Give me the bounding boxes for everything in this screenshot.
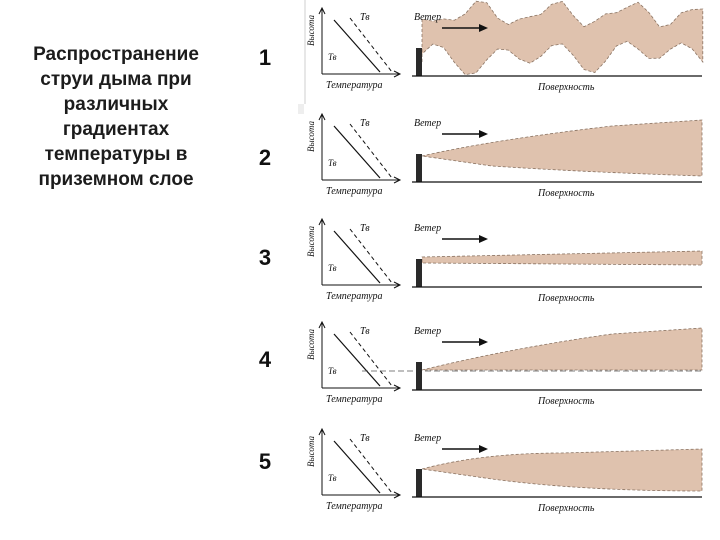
adiabatic-line <box>349 17 393 73</box>
wind-arrowhead <box>479 338 488 346</box>
panel-number-1: 1 <box>258 45 272 70</box>
chimney <box>416 469 422 497</box>
adiabatic-line <box>349 331 393 387</box>
panel-1: Тв Тв Высота Температура Ветер Поверхность <box>306 0 704 93</box>
chimney <box>416 362 422 390</box>
ground-label: Поверхность <box>537 188 595 199</box>
x-axis-label: Температура <box>326 291 383 302</box>
profile-line <box>333 333 381 387</box>
chimney <box>416 259 422 287</box>
profile-line <box>333 230 381 284</box>
wind-label: Ветер <box>414 433 441 444</box>
wind-label: Ветер <box>414 326 441 337</box>
temp-label-b: Тв <box>328 52 337 62</box>
temp-label-b: Тв <box>328 158 337 168</box>
ground-label: Поверхность <box>537 396 595 407</box>
temp-label-a: Тв <box>360 326 370 337</box>
wind-arrowhead <box>479 235 488 243</box>
temp-label-a: Тв <box>360 118 370 129</box>
panel-number-4: 4 <box>258 347 272 372</box>
profile-line <box>333 19 381 73</box>
y-axis-arrow <box>318 6 326 15</box>
panel-number-2: 2 <box>258 145 272 170</box>
wind-label: Ветер <box>414 223 441 234</box>
wind-arrowhead <box>479 24 488 32</box>
x-axis-label: Температура <box>326 80 383 91</box>
wind-label: Ветер <box>414 118 441 129</box>
y-axis-label: Высота <box>306 15 316 46</box>
profile-line <box>333 440 381 494</box>
figure-edge-patch <box>298 104 304 114</box>
adiabatic-line <box>349 228 393 284</box>
plume-shape <box>421 250 703 266</box>
panel-5: Тв Тв Высота Температура Ветер Поверхность <box>306 427 703 514</box>
ground-label: Поверхность <box>537 82 595 93</box>
y-axis-arrow <box>318 427 326 436</box>
ground-label: Поверхность <box>537 293 595 304</box>
plume-shape <box>421 0 704 76</box>
x-axis-arrow <box>393 281 402 289</box>
adiabatic-line <box>349 123 393 179</box>
y-axis-arrow <box>318 320 326 329</box>
slide-title: Распространение струи дыма при различных… <box>33 44 199 190</box>
y-axis-label: Высота <box>306 121 316 152</box>
x-axis-label: Температура <box>326 186 383 197</box>
wind-label: Ветер <box>414 12 441 23</box>
x-axis-arrow <box>393 70 402 78</box>
panel-4: Тв Тв Высота Температура Ветер Поверхность <box>306 320 703 407</box>
x-axis-label: Температура <box>326 394 383 405</box>
temp-label-b: Тв <box>328 473 337 483</box>
x-axis-label: Температура <box>326 501 383 512</box>
x-axis-arrow <box>393 491 402 499</box>
x-axis-arrow <box>393 384 402 392</box>
chimney <box>416 154 422 182</box>
panel-number-5: 5 <box>258 449 272 474</box>
y-axis-label: Высота <box>306 226 316 257</box>
panel-3: Тв Тв Высота Температура Ветер Поверхность <box>306 217 703 304</box>
x-axis-arrow <box>393 176 402 184</box>
plume-shape <box>421 327 703 371</box>
wind-arrowhead <box>479 130 488 138</box>
profile-line <box>333 125 381 179</box>
y-axis-arrow <box>318 112 326 121</box>
y-axis-label: Высота <box>306 329 316 360</box>
plume-shape <box>421 119 703 177</box>
temp-label-a: Тв <box>360 433 370 444</box>
chimney <box>416 48 422 76</box>
ground-label: Поверхность <box>537 503 595 514</box>
panel-2: Тв Тв Высота Температура Ветер Поверхность <box>306 112 703 199</box>
temp-label-a: Тв <box>360 223 370 234</box>
temp-label-b: Тв <box>328 366 337 376</box>
temp-label-b: Тв <box>328 263 337 273</box>
y-axis-arrow <box>318 217 326 226</box>
panel-number-3: 3 <box>258 245 272 270</box>
plume-shape <box>421 448 703 492</box>
temp-label-a: Тв <box>360 12 370 23</box>
y-axis-label: Высота <box>306 436 316 467</box>
adiabatic-line <box>349 438 393 494</box>
wind-arrowhead <box>479 445 488 453</box>
